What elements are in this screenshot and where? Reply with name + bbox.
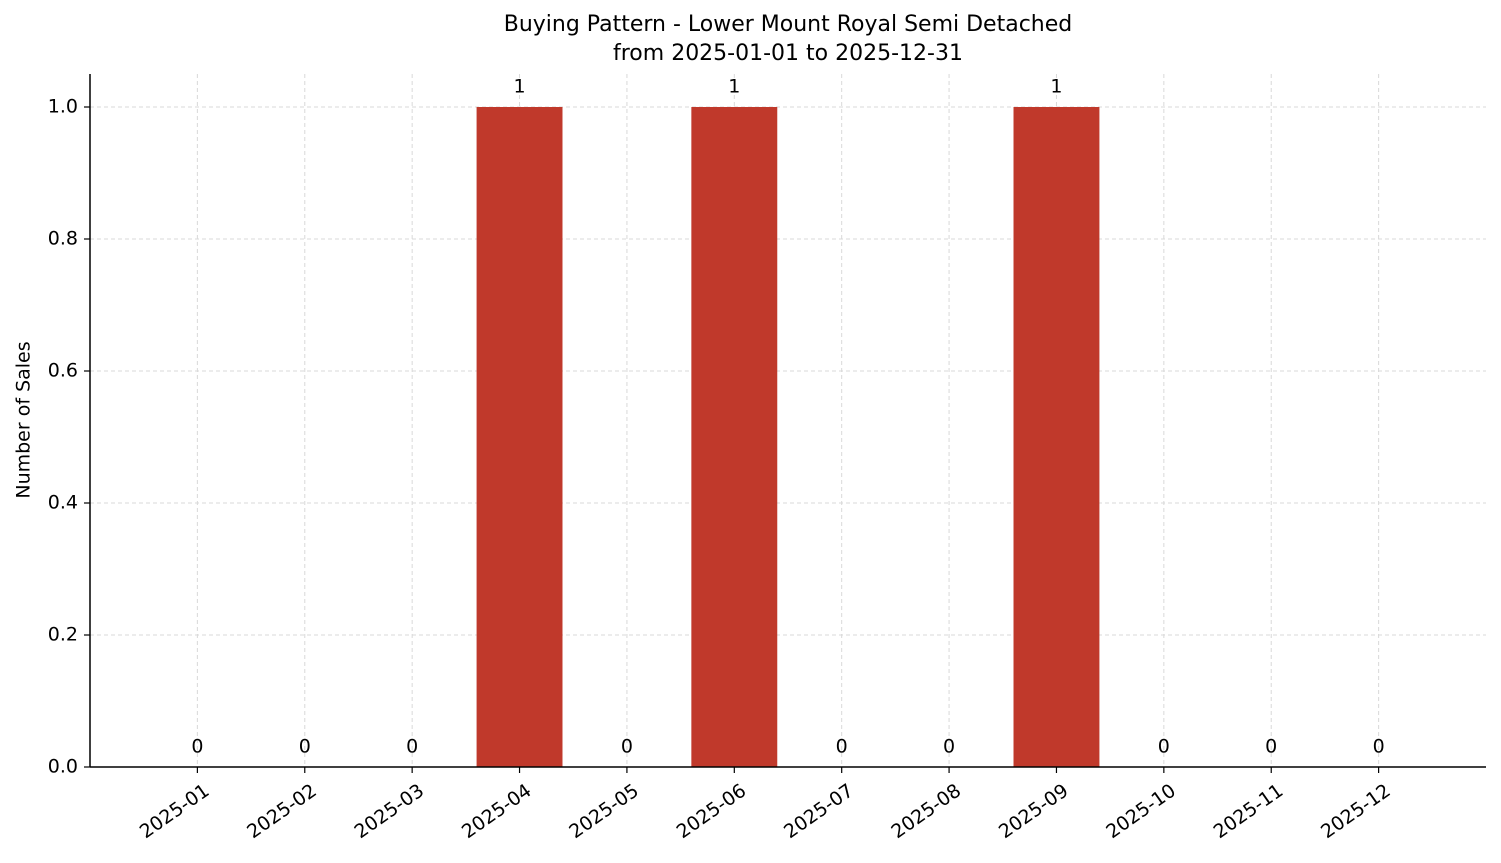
bar: [1013, 107, 1100, 767]
x-tick-label: 2025-07: [780, 780, 858, 844]
x-tick-label: 2025-06: [673, 780, 751, 844]
value-label: 0: [621, 736, 633, 758]
y-tick-label: 0.6: [48, 360, 78, 382]
value-label: 0: [943, 736, 955, 758]
y-axis-label: Number of Sales: [13, 341, 35, 498]
value-label: 1: [728, 76, 740, 98]
y-tick-label: 1.0: [48, 96, 78, 118]
value-label: 0: [1373, 736, 1385, 758]
value-label: 1: [1050, 76, 1062, 98]
x-tick-label: 2025-01: [136, 780, 214, 844]
value-label: 1: [513, 76, 525, 98]
x-tick-label: 2025-09: [995, 780, 1073, 844]
x-tick-label: 2025-08: [887, 780, 965, 844]
value-label: 0: [1158, 736, 1170, 758]
value-label: 0: [191, 736, 203, 758]
x-tick-label: 2025-11: [1210, 780, 1288, 844]
x-tick-label: 2025-12: [1317, 780, 1395, 844]
value-label: 0: [406, 736, 418, 758]
y-tick-label: 0.8: [48, 228, 78, 250]
x-tick-label: 2025-05: [565, 780, 643, 844]
y-tick-label: 0.2: [48, 624, 78, 646]
value-label: 0: [1265, 736, 1277, 758]
bar: [691, 107, 778, 767]
value-label: 0: [299, 736, 311, 758]
value-label: 0: [836, 736, 848, 758]
x-tick-label: 2025-03: [351, 780, 429, 844]
chart-subtitle: from 2025-01-01 to 2025-12-31: [613, 41, 963, 66]
x-tick-label: 2025-04: [458, 780, 536, 844]
x-tick-label: 2025-10: [1102, 780, 1180, 844]
y-tick-label: 0.0: [48, 756, 78, 778]
y-tick-label: 0.4: [48, 492, 78, 514]
chart-title: Buying Pattern - Lower Mount Royal Semi …: [504, 12, 1073, 37]
x-tick-label: 2025-02: [243, 780, 321, 844]
bar: [476, 107, 563, 767]
